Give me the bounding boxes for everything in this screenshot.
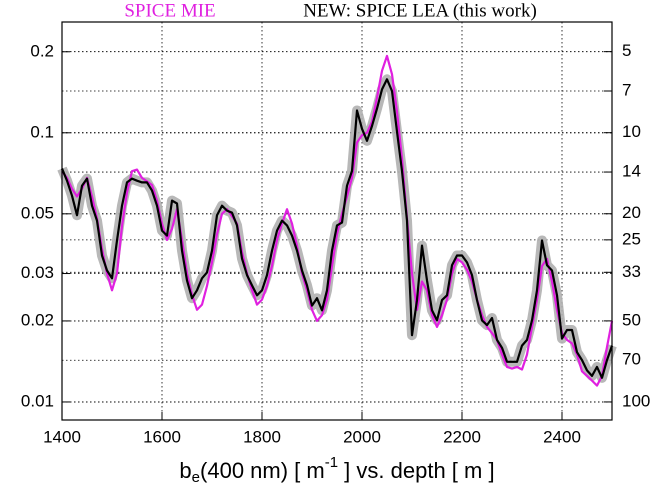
y2-tick-label: 50 <box>622 310 641 329</box>
y-tick-label: 0.2 <box>30 41 54 60</box>
y2-tick-label: 33 <box>622 262 641 281</box>
y2-tick-label: 25 <box>622 229 641 248</box>
xlabel-sub: e <box>192 469 200 486</box>
x-tick-label: 1800 <box>243 427 281 446</box>
y-tick-label: 0.02 <box>21 310 54 329</box>
x-tick-label: 2000 <box>343 427 381 446</box>
xlabel-sup: -1 <box>325 454 338 471</box>
y2-tick-label: 7 <box>622 80 631 99</box>
x-tick-label: 1400 <box>43 427 81 446</box>
y2-tick-label: 100 <box>622 391 650 410</box>
series-line <box>60 78 614 379</box>
xlabel-part: ] vs. depth [ m ] <box>338 458 495 483</box>
xlabel-part: b <box>179 458 191 483</box>
y2-tick-label: 20 <box>622 203 641 222</box>
series-line <box>61 54 614 387</box>
y2-tick-label: 5 <box>622 41 631 60</box>
x-tick-label: 2400 <box>543 427 581 446</box>
xlabel-part: (400 nm) [ m <box>200 458 325 483</box>
y-tick-label: 0.03 <box>21 263 54 282</box>
y2-tick-label: 10 <box>622 122 641 141</box>
legend-mie: SPICE MIE <box>124 0 215 21</box>
plot-frame <box>61 21 613 421</box>
x-tick-label: 2200 <box>443 427 481 446</box>
y2-tick-label: 14 <box>622 162 641 181</box>
legend-lea: NEW: SPICE LEA (this work) <box>303 0 537 21</box>
y2-tick-label: 70 <box>622 350 641 369</box>
y-tick-label: 0.01 <box>21 391 54 410</box>
x-tick-label: 1600 <box>143 427 181 446</box>
y-tick-label: 0.1 <box>30 122 54 141</box>
y-tick-label: 0.05 <box>21 203 54 222</box>
x-axis-label: be(400 nm) [ m-1 ] vs. depth [ m ] <box>179 454 494 486</box>
